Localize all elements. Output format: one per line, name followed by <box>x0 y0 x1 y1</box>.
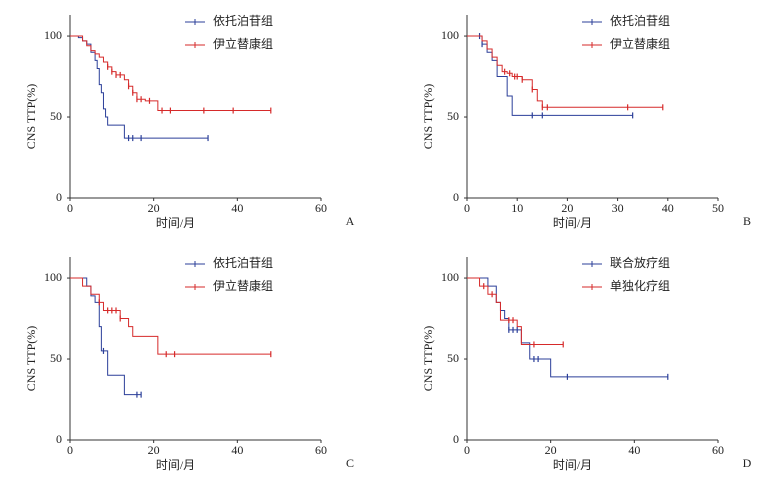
y-tick-label: 100 <box>44 270 62 284</box>
y-tick-label: 100 <box>441 28 459 42</box>
x-tick-label: 40 <box>628 443 640 457</box>
y-tick-label: 50 <box>447 351 459 365</box>
legend-label: 伊立替康组 <box>213 36 273 51</box>
x-tick-label: 20 <box>148 443 160 457</box>
x-tick-label: 60 <box>315 201 327 215</box>
y-tick-label: 50 <box>447 109 459 123</box>
y-tick-label: 0 <box>56 432 62 446</box>
legend-label: 依托泊苷组 <box>213 255 273 270</box>
x-tick-label: 20 <box>148 201 160 215</box>
y-axis-label: CNS TTP(%) <box>421 84 435 149</box>
y-tick-label: 0 <box>453 190 459 204</box>
x-tick-label: 0 <box>464 201 470 215</box>
y-tick-label: 100 <box>441 270 459 284</box>
y-tick-label: 100 <box>44 28 62 42</box>
x-tick-label: 30 <box>612 201 624 215</box>
survival-line <box>70 35 209 139</box>
legend-label: 依托泊苷组 <box>213 13 273 28</box>
y-axis-label: CNS TTP(%) <box>24 326 38 391</box>
y-tick-label: 50 <box>50 109 62 123</box>
survival-line <box>467 35 633 116</box>
x-tick-label: 60 <box>712 443 724 457</box>
x-tick-label: 0 <box>67 201 73 215</box>
x-tick-label: 10 <box>511 201 523 215</box>
y-axis-label: CNS TTP(%) <box>24 84 38 149</box>
survival-line <box>467 277 668 378</box>
x-tick-label: 40 <box>662 201 674 215</box>
survival-line <box>70 277 142 396</box>
legend-label: 单独化疗组 <box>610 279 670 293</box>
legend-label: 联合放疗组 <box>610 255 670 270</box>
x-tick-label: 40 <box>231 443 243 457</box>
survival-line <box>467 277 564 345</box>
x-tick-label: 0 <box>464 443 470 457</box>
x-axis-label: 时间/月 <box>156 458 195 472</box>
x-tick-label: 60 <box>315 443 327 457</box>
x-tick-label: 40 <box>231 201 243 215</box>
y-tick-label: 0 <box>56 190 62 204</box>
y-axis-label: CNS TTP(%) <box>421 326 435 391</box>
panel-label: A <box>346 214 355 228</box>
legend-label: 伊立替康组 <box>213 278 273 293</box>
x-tick-label: 20 <box>545 443 557 457</box>
survival-line <box>467 35 663 108</box>
panel-label: C <box>346 456 354 470</box>
x-tick-label: 0 <box>67 443 73 457</box>
x-axis-label: 时间/月 <box>553 458 592 472</box>
x-tick-label: 20 <box>561 201 573 215</box>
legend-label: 伊立替康组 <box>610 36 670 51</box>
x-axis-label: 时间/月 <box>156 216 195 230</box>
panel-label: B <box>743 214 751 228</box>
y-tick-label: 50 <box>50 351 62 365</box>
x-tick-label: 50 <box>712 201 724 215</box>
legend-label: 依托泊苷组 <box>610 13 670 28</box>
y-tick-label: 0 <box>453 432 459 446</box>
x-axis-label: 时间/月 <box>553 216 592 230</box>
panel-label: D <box>743 456 752 470</box>
